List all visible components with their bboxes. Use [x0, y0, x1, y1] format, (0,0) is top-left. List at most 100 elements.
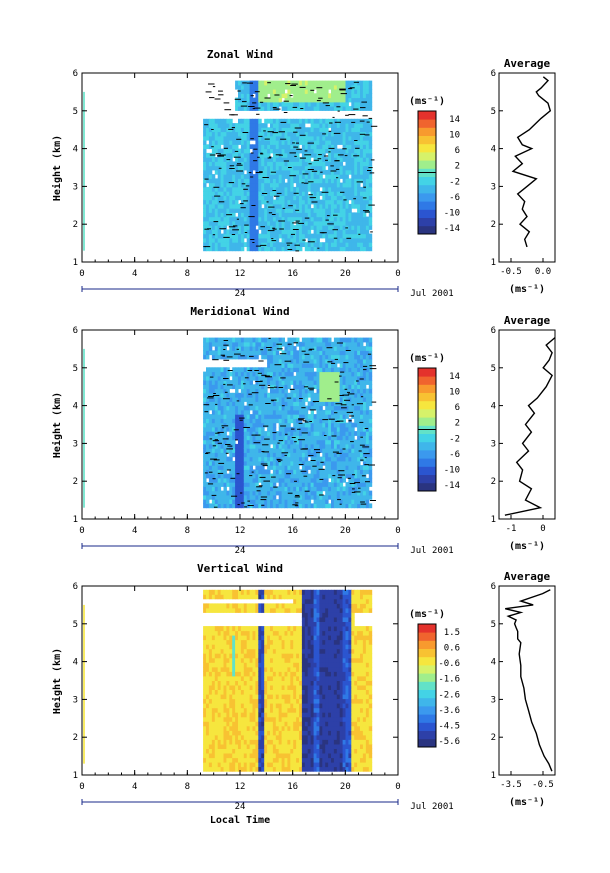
- heatmap-cell: [348, 161, 352, 167]
- heatmap-cell: [208, 182, 213, 188]
- heatmap-cell: [229, 225, 233, 230]
- heatmap-cell: [290, 148, 294, 154]
- heatmap-cell: [211, 148, 216, 154]
- heatmap-cell: [339, 229, 344, 235]
- contour-segment: [278, 440, 284, 442]
- contour-segment: [218, 167, 222, 169]
- heatmap-cell: [235, 127, 239, 133]
- heatmap-cell: [348, 135, 352, 141]
- heatmap-cell: [299, 405, 303, 411]
- heatmap-cell: [333, 229, 338, 235]
- heatmap-cell: [296, 482, 300, 487]
- contour-segment: [273, 486, 278, 488]
- heatmap-cell: [249, 127, 253, 133]
- contour-segment: [246, 82, 253, 84]
- heatmap-cell: [252, 199, 256, 205]
- heatmap-cell: [208, 127, 213, 133]
- heatmap-cell: [208, 375, 213, 381]
- contour-segment: [298, 422, 303, 424]
- heatmap-cell: [345, 161, 349, 167]
- heatmap-cell: [345, 490, 349, 496]
- contour-segment: [224, 109, 232, 111]
- heatmap-cell: [328, 358, 332, 364]
- heatmap-cell: [208, 131, 213, 137]
- heatmap-cell: [206, 229, 210, 235]
- heatmap-cell: [304, 443, 309, 449]
- heatmap-cell: [249, 397, 253, 402]
- heatmap-cell: [243, 418, 248, 424]
- heatmap-cell: [223, 494, 227, 500]
- heatmap-cell: [272, 106, 277, 111]
- heatmap-cell: [328, 486, 332, 492]
- heatmap-cell: [313, 414, 317, 419]
- heatmap-cell: [342, 101, 346, 107]
- heatmap-cell: [211, 233, 216, 239]
- heatmap-cell: [270, 97, 274, 103]
- heatmap-cell: [240, 161, 245, 167]
- heatmap-cell: [238, 375, 242, 381]
- heatmap-cell: [275, 144, 280, 150]
- contour-segment: [304, 353, 310, 355]
- heatmap-cell: [203, 123, 207, 128]
- heatmap-cell: [313, 208, 317, 213]
- heatmap-cell: [243, 460, 248, 466]
- contour-segment: [227, 384, 233, 386]
- heatmap-cell: [342, 118, 346, 124]
- heatmap-cell: [322, 127, 326, 133]
- heatmap-cell: [238, 123, 242, 128]
- heatmap-cell: [354, 358, 358, 364]
- heatmap-cell: [275, 375, 280, 381]
- heatmap-cell: [316, 414, 320, 419]
- heatmap-cell: [246, 388, 251, 394]
- heatmap-cell: [310, 448, 314, 453]
- heatmap-cell: [206, 380, 210, 385]
- heatmap-cell: [362, 186, 367, 192]
- heatmap-cell: [226, 473, 230, 479]
- heatmap-cell: [287, 375, 291, 381]
- heatmap-cell: [351, 482, 355, 487]
- heatmap-cell: [287, 435, 291, 441]
- heatmap-cell: [322, 182, 326, 188]
- heatmap-cell: [229, 431, 233, 436]
- heatmap-cell: [296, 131, 300, 137]
- heatmap-cell: [345, 229, 349, 235]
- heatmap-cell: [246, 220, 251, 226]
- heatmap-cell: [293, 174, 297, 179]
- heatmap-cell: [325, 178, 329, 184]
- contour-segment: [341, 407, 347, 409]
- heatmap-cell: [275, 354, 280, 360]
- heatmap-cell: [354, 401, 358, 407]
- contour-segment: [294, 505, 299, 507]
- contour-segment: [242, 132, 249, 133]
- heatmap-cell: [301, 465, 306, 470]
- contour-segment: [278, 131, 285, 133]
- heatmap-cell: [261, 169, 265, 175]
- contour-segment: [275, 154, 282, 156]
- heatmap-cell: [284, 409, 288, 415]
- contour-segment: [233, 225, 238, 227]
- contour-segment: [244, 224, 249, 226]
- heatmap-cell: [272, 371, 277, 377]
- heatmap-cell: [319, 127, 323, 133]
- heatmap-cell: [333, 486, 338, 492]
- heatmap-cell: [328, 135, 332, 141]
- contour-segment: [231, 234, 236, 235]
- heatmap-cell: [272, 152, 277, 158]
- heatmap-cell: [348, 127, 352, 133]
- heatmap-cell: [235, 97, 239, 103]
- heatmap-cell: [322, 199, 326, 205]
- heatmap-cell: [368, 195, 373, 201]
- heatmap-cell: [310, 165, 314, 171]
- heatmap-cell: [264, 233, 268, 239]
- heatmap-cell: [331, 371, 335, 377]
- heatmap-cell: [208, 242, 213, 247]
- heatmap-cell: [325, 392, 329, 398]
- heatmap-cell: [304, 337, 309, 343]
- heatmap-cell: [322, 84, 326, 90]
- heatmap-cell: [243, 157, 248, 162]
- heatmap-cell: [281, 418, 285, 424]
- heatmap-cell: [246, 477, 251, 483]
- heatmap-cell: [354, 203, 358, 209]
